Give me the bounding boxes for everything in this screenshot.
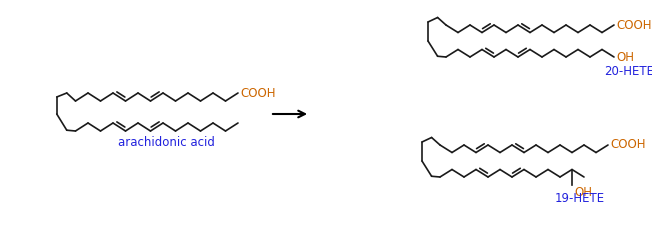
Text: COOH: COOH xyxy=(240,87,276,99)
Text: arachidonic acid: arachidonic acid xyxy=(118,136,215,148)
Text: COOH: COOH xyxy=(616,18,651,32)
Text: COOH: COOH xyxy=(610,138,645,152)
Text: OH: OH xyxy=(616,50,634,64)
Text: 19-HETE: 19-HETE xyxy=(555,192,605,205)
Text: 20-HETE: 20-HETE xyxy=(604,65,652,77)
Text: OH: OH xyxy=(574,186,592,200)
